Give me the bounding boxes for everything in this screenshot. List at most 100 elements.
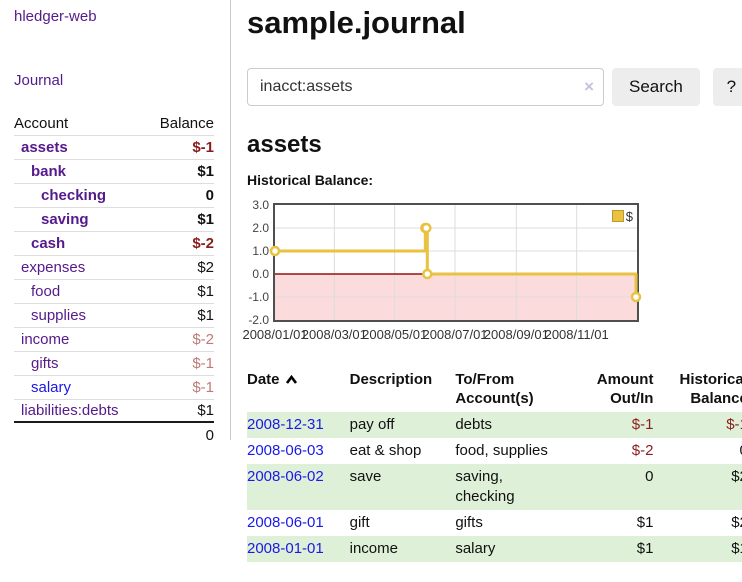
register-accounts-cell: salary: [455, 539, 496, 557]
transaction-date-link[interactable]: 2008-06-01: [247, 513, 324, 531]
account-title: assets: [247, 130, 322, 158]
x-axis-tick-label: 2008/07/01: [422, 326, 488, 342]
sidebar-account-row: gifts $-1: [14, 351, 214, 375]
account-link[interactable]: assets: [21, 139, 68, 156]
register-amount-cell: $-1: [631, 415, 654, 433]
register-balance-cell: $-1: [726, 415, 742, 433]
sidebar-account-row: income $-2: [14, 327, 214, 351]
sidebar-account-row: checking 0: [14, 183, 214, 207]
transaction-date-link[interactable]: 2008-06-02: [247, 467, 324, 485]
y-axis-tick-label: -1.0: [248, 289, 269, 304]
sidebar-account-row: bank $1: [14, 159, 214, 183]
account-link[interactable]: bank: [31, 163, 67, 180]
register-date-cell: 2008-01-01: [247, 536, 350, 562]
account-balance: $-1: [192, 355, 214, 372]
sidebar-account-row: liabilities:debts $1: [14, 399, 214, 423]
y-axis-tick-label: 0.0: [252, 266, 269, 281]
register-balance-cell: $2: [731, 467, 742, 485]
register-date-cell: 2008-06-02: [247, 464, 350, 510]
register-date-cell: 2008-06-03: [247, 438, 350, 464]
account-balance: $1: [197, 163, 214, 180]
register-balance-cell: $1: [731, 539, 742, 557]
account-balance: $-1: [192, 379, 214, 396]
legend-swatch: [611, 210, 624, 223]
register-date-cell: 2008-06-01: [247, 510, 350, 536]
search-box: ×: [247, 67, 604, 106]
chart-plot: $: [269, 202, 642, 322]
account-balance: $2: [197, 259, 214, 276]
register-header-row: Date Description To/From Account(s) Amou…: [247, 368, 742, 412]
register-description-cell: income: [349, 539, 398, 557]
balance-chart: $ 3.0 2.0 1.0 0.0 -1.0 -2.0 2008/01/01 2008/03/…: [242, 198, 667, 349]
main-content: sample.journal × Search ? assets Histori…: [231, 0, 742, 582]
y-axis-tick-label: -2.0: [248, 312, 269, 327]
account-link[interactable]: cash: [31, 235, 66, 252]
account-link[interactable]: supplies: [31, 307, 87, 324]
sidebar-account-row: cash $-2: [14, 231, 214, 255]
account-link[interactable]: income: [21, 331, 70, 348]
register-description-cell: pay off: [349, 415, 395, 433]
sidebar-account-row: supplies $1: [14, 303, 214, 327]
account-balance: $1: [197, 402, 214, 419]
x-axis-tick-label: 2008/01/01: [242, 326, 308, 342]
transaction-date-link[interactable]: 2008-01-01: [247, 539, 324, 557]
sidebar-account-row: salary $-1: [14, 375, 214, 399]
y-axis-tick-label: 1.0: [252, 243, 269, 258]
app-title-link[interactable]: hledger-web: [14, 8, 97, 25]
sort-ascending-icon[interactable]: [285, 371, 298, 390]
register-description-cell: save: [349, 467, 382, 485]
x-axis-tick-label: 2008/03/01: [301, 326, 367, 342]
sidebar: hledger-web Journal Account Balance asse…: [0, 0, 231, 444]
register-description-cell: eat & shop: [349, 441, 422, 459]
col-header-description: Description: [349, 370, 433, 388]
register-amount-cell: $1: [636, 539, 654, 557]
account-balance: $1: [197, 307, 214, 324]
page-title: sample.journal: [247, 5, 466, 40]
transaction-date-link[interactable]: 2008-12-31: [247, 415, 324, 433]
account-balance: 0: [205, 187, 214, 204]
accounts-header-balance: Balance: [159, 114, 214, 132]
col-header-balance: Historical Balance: [679, 370, 742, 407]
register-amount-cell: $-2: [631, 441, 654, 459]
account-link[interactable]: food: [31, 283, 61, 300]
register-accounts-cell: gifts: [455, 513, 483, 531]
sidebar-account-row: food $1: [14, 279, 214, 303]
account-link[interactable]: expenses: [21, 259, 86, 276]
accounts-table: Account Balance assets $-1 bank $1 checking 0…: [14, 111, 214, 447]
register-accounts-cell: debts: [455, 415, 493, 433]
legend-label: $: [625, 208, 633, 224]
col-header-amount: Amount Out/In: [596, 370, 654, 407]
sidebar-item-journal[interactable]: Journal: [14, 72, 64, 89]
col-header-date: Date: [247, 368, 350, 412]
account-link[interactable]: checking: [41, 187, 107, 204]
register-row: 2008-12-31 pay off debts $-1 $-1: [247, 411, 742, 438]
accounts-header-account: Account: [14, 114, 69, 132]
register-accounts-cell: food, supplies: [455, 441, 548, 459]
x-axis-tick-label: 2008/05/01: [362, 326, 428, 342]
register-date-cell: 2008-12-31: [247, 412, 350, 438]
account-link[interactable]: salary: [31, 379, 72, 396]
clear-search-icon[interactable]: ×: [584, 76, 594, 96]
y-axis-tick-label: 3.0: [252, 197, 269, 212]
sidebar-account-row: expenses $2: [14, 255, 214, 279]
accounts-total-value: 0: [205, 426, 214, 444]
transaction-date-link[interactable]: 2008-06-03: [247, 441, 324, 459]
account-link[interactable]: saving: [41, 211, 89, 228]
register-row: 2008-06-01 gift gifts $1 $2: [247, 510, 742, 536]
sidebar-account-row: saving $1: [14, 207, 214, 231]
account-link[interactable]: gifts: [31, 355, 59, 372]
chart-label: Historical Balance:: [247, 171, 374, 188]
account-balance: $1: [197, 283, 214, 300]
register-balance-cell: 0: [655, 438, 742, 464]
help-button[interactable]: ?: [712, 67, 742, 106]
accounts-table-header: Account Balance: [14, 111, 214, 135]
register-accounts-cell: saving, checking: [455, 467, 515, 505]
register-table: Date Description To/From Account(s) Amou…: [247, 368, 742, 562]
x-axis-tick-label: 2008/09/01: [483, 326, 549, 342]
account-balance: $-2: [192, 331, 214, 348]
search-input[interactable]: [247, 67, 604, 106]
account-link[interactable]: liabilities:debts: [21, 402, 119, 419]
y-axis-tick-label: 2.0: [252, 220, 269, 235]
account-balance: $-1: [192, 139, 214, 156]
search-button[interactable]: Search: [612, 67, 700, 106]
